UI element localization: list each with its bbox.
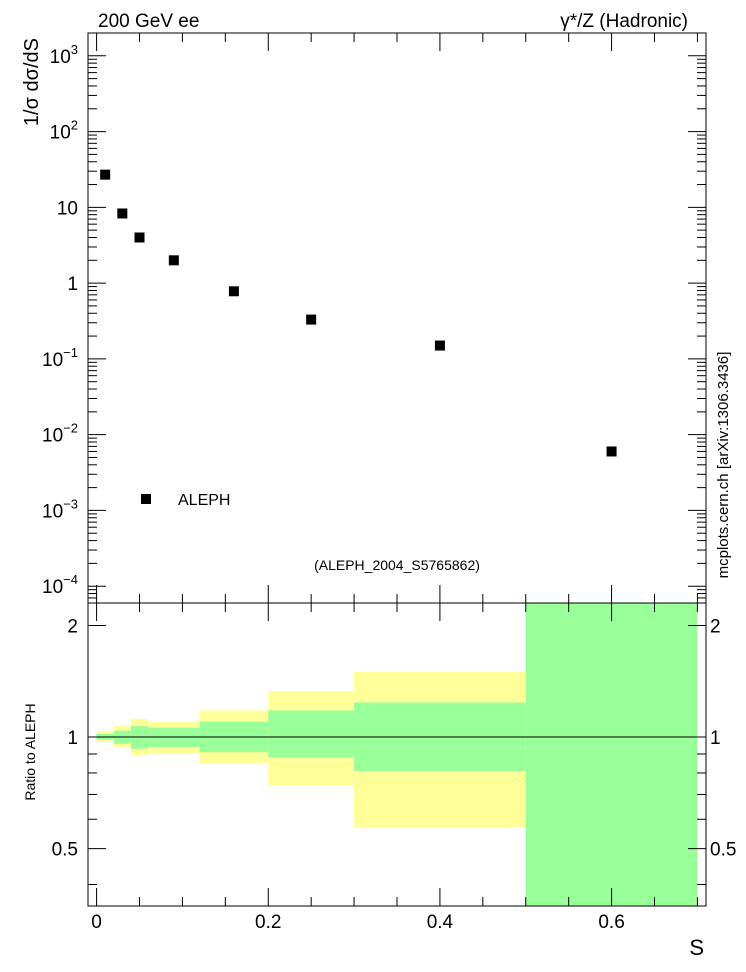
legend: ALEPH — [141, 492, 230, 509]
tick-exponent: −3 — [63, 496, 78, 511]
tick-base: 10 — [42, 501, 63, 522]
source-label: mcplots.cern.ch [arXiv:1306.3436] — [715, 352, 732, 579]
tick-exponent: 2 — [71, 118, 78, 133]
ratio-ytick-label-left: 2 — [67, 616, 78, 637]
main-ticks — [88, 32, 706, 604]
tick-exponent: −4 — [63, 572, 78, 587]
main-y-axis-label: 1/σ dσ/dS — [21, 38, 43, 126]
main-ytick-label: 10 — [57, 198, 78, 219]
data-point — [434, 340, 445, 351]
header-right-label: γ*/Z (Hadronic) — [560, 11, 688, 32]
data-point — [306, 314, 317, 325]
main-ytick-label: 10−1 — [42, 345, 78, 371]
tick-base: 10 — [42, 577, 63, 598]
xtick-label: 0.6 — [598, 912, 624, 933]
main-ytick-label: 102 — [50, 118, 78, 144]
header-left-label: 200 GeV ee — [98, 11, 199, 32]
tick-exponent: −2 — [63, 421, 78, 436]
ratio-ytick-label-left: 1 — [67, 728, 78, 749]
tick-exponent: −1 — [63, 345, 78, 360]
ratio-ticks — [88, 603, 706, 906]
xtick-label: 0.2 — [255, 912, 281, 933]
xtick-label: 0.4 — [427, 912, 454, 933]
data-point — [168, 255, 179, 266]
tick-base: 10 — [50, 47, 71, 68]
data-point — [134, 232, 145, 243]
data-point — [100, 169, 111, 180]
ratio-band-inner — [268, 710, 355, 758]
ratio-bands — [96, 603, 698, 906]
main-frame — [87, 32, 707, 604]
tick-base: 10 — [42, 426, 63, 447]
tick-base: 10 — [50, 123, 71, 144]
ratio-frame — [87, 602, 707, 907]
ratio-ytick-label-right: 0.5 — [710, 840, 736, 861]
analysis-label: (ALEPH_2004_S5765862) — [314, 557, 480, 573]
main-ytick-label: 10−4 — [42, 572, 78, 598]
ratio-ytick-label-right: 1 — [710, 728, 721, 749]
tick-base: 1 — [67, 274, 78, 295]
ratio-ytick-label-right: 2 — [710, 616, 721, 637]
data-point — [228, 286, 239, 297]
data-points — [100, 169, 617, 457]
ratio-ytick-label-left: 0.5 — [52, 840, 78, 861]
tick-base: 10 — [42, 350, 63, 371]
x-axis-label: S — [689, 935, 704, 960]
legend-marker — [141, 494, 151, 504]
data-point — [117, 208, 128, 219]
tick-exponent: 3 — [71, 42, 78, 57]
tick-base: 10 — [57, 198, 78, 219]
xtick-label: 0 — [91, 912, 102, 933]
main-ytick-label: 1 — [67, 274, 78, 295]
ratio-y-axis-label: Ratio to ALEPH — [22, 703, 38, 800]
main-ytick-label: 10−2 — [42, 421, 78, 447]
ratio-tick-labels: 0.5 0.5 1 1 2 2 0 0.2 0.4 0.6 — [52, 616, 737, 933]
ratio-panel: 0.5 0.5 1 1 2 2 0 0.2 0.4 0.6 Ratio to ALEPH S — [22, 602, 737, 960]
data-point — [606, 446, 617, 457]
main-ytick-label: 103 — [50, 42, 78, 68]
legend-label: ALEPH — [178, 492, 230, 509]
main-ytick-label: 10−3 — [42, 496, 78, 522]
ratio-band-inner — [525, 603, 698, 906]
